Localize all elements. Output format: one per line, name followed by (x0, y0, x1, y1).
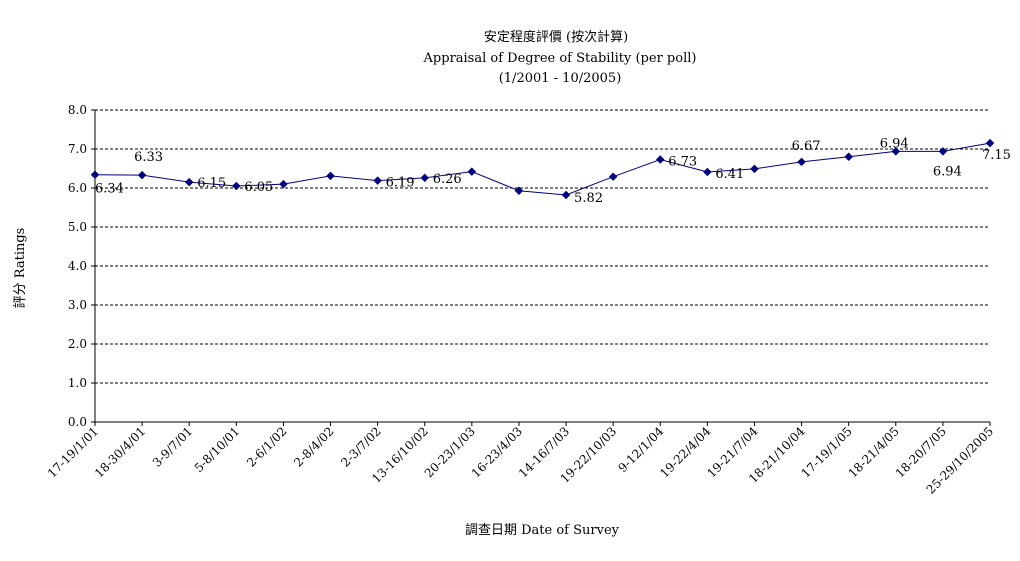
series-line (94, 142, 991, 196)
data-label: 6.26 (433, 172, 462, 187)
data-label: 6.19 (386, 176, 415, 191)
y-tick-label: 4.0 (68, 259, 87, 273)
x-tick-label: 2-6/1/02 (244, 424, 289, 469)
y-tick-label: 3.0 (68, 298, 87, 312)
data-label: 6.94 (880, 136, 909, 151)
x-tick-label: 5-8/10/01 (192, 424, 243, 475)
data-point (137, 170, 147, 180)
data-labels: 6.34 6.33 6.15 6.05 6.19 6.26 5.82 6.73 6.41 6.67… (95, 136, 1011, 206)
data-label: 6.94 (933, 164, 962, 179)
y-tick-label: 8.0 (68, 103, 87, 117)
data-label: 6.33 (134, 150, 163, 165)
axes (91, 109, 991, 426)
data-point (797, 157, 806, 167)
data-label: 6.67 (792, 139, 821, 154)
x-tick-label: 18-30/4/01 (92, 424, 148, 480)
data-point (703, 167, 712, 177)
gridlines (95, 109, 990, 384)
data-label: 6.05 (244, 180, 273, 195)
data-label: 6.34 (95, 182, 124, 197)
data-point (90, 170, 100, 179)
data-point (938, 147, 948, 156)
data-point (279, 179, 288, 189)
data-point (420, 173, 429, 183)
y-tick-label: 6.0 (68, 181, 87, 195)
x-tick-label: 3-9/7/01 (150, 424, 195, 469)
data-point (561, 190, 571, 200)
x-tick-label: 2-8/4/02 (291, 424, 336, 469)
data-point (656, 155, 665, 164)
data-point (184, 177, 194, 187)
data-point (467, 167, 477, 176)
y-axis-tick-labels: 0.0 1.0 2.0 3.0 4.0 5.0 6.0 7.0 8.0 (68, 103, 87, 429)
data-point (232, 181, 241, 191)
data-label: 7.15 (982, 148, 1011, 163)
y-tick-label: 0.0 (68, 415, 87, 429)
x-tick-label: 2-3/7/02 (338, 424, 383, 469)
data-label: 6.41 (715, 167, 744, 182)
data-point (608, 172, 618, 181)
chart-subtitle: Appraisal of Degree of Stability (per po… (423, 51, 697, 66)
data-label: 5.82 (574, 191, 603, 206)
chart-title: 安定程度評價 (按次計算) (484, 29, 628, 45)
data-point (844, 152, 853, 162)
data-point (326, 171, 335, 181)
x-tick-label: 9-12/1/04 (616, 424, 667, 475)
data-label: 6.73 (668, 155, 697, 170)
y-tick-label: 1.0 (68, 376, 87, 390)
series-ratings (90, 138, 995, 200)
y-tick-label: 5.0 (68, 220, 87, 234)
y-tick-label: 2.0 (68, 337, 87, 351)
x-axis-title: 調查日期 Date of Survey (465, 523, 620, 538)
data-label: 6.15 (197, 176, 226, 191)
y-tick-label: 7.0 (68, 142, 87, 156)
data-point (985, 138, 995, 148)
chart-date-range: (1/2001 - 10/2005) (499, 71, 622, 86)
data-point (373, 176, 382, 185)
y-axis-title: 評分 Ratings (13, 228, 28, 309)
data-point (750, 164, 759, 174)
